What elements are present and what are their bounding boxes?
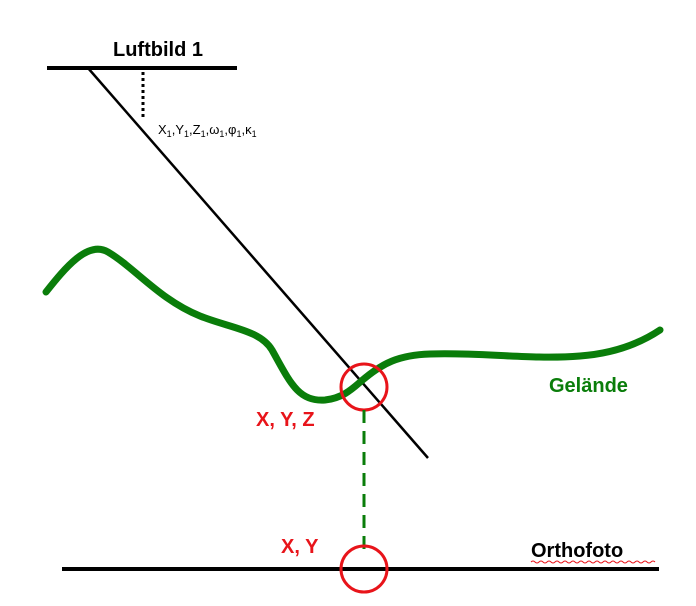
projection-ray xyxy=(87,67,429,459)
orientation-parameters: X1,Y1,Z1,ω1,φ1,κ1 xyxy=(158,122,257,139)
aerial-image-label: Luftbild 1 xyxy=(113,39,203,61)
ground-point-label: X, Y, Z xyxy=(256,409,315,431)
orthophoto-label: Orthofoto xyxy=(531,540,623,562)
spellcheck-underline xyxy=(530,560,656,564)
ground-point-marker xyxy=(339,362,389,412)
terrain-label: Gelände xyxy=(549,375,628,397)
ortho-point-marker xyxy=(339,544,389,594)
terrain-curve xyxy=(42,245,664,404)
ortho-point-label: X, Y xyxy=(281,536,319,558)
